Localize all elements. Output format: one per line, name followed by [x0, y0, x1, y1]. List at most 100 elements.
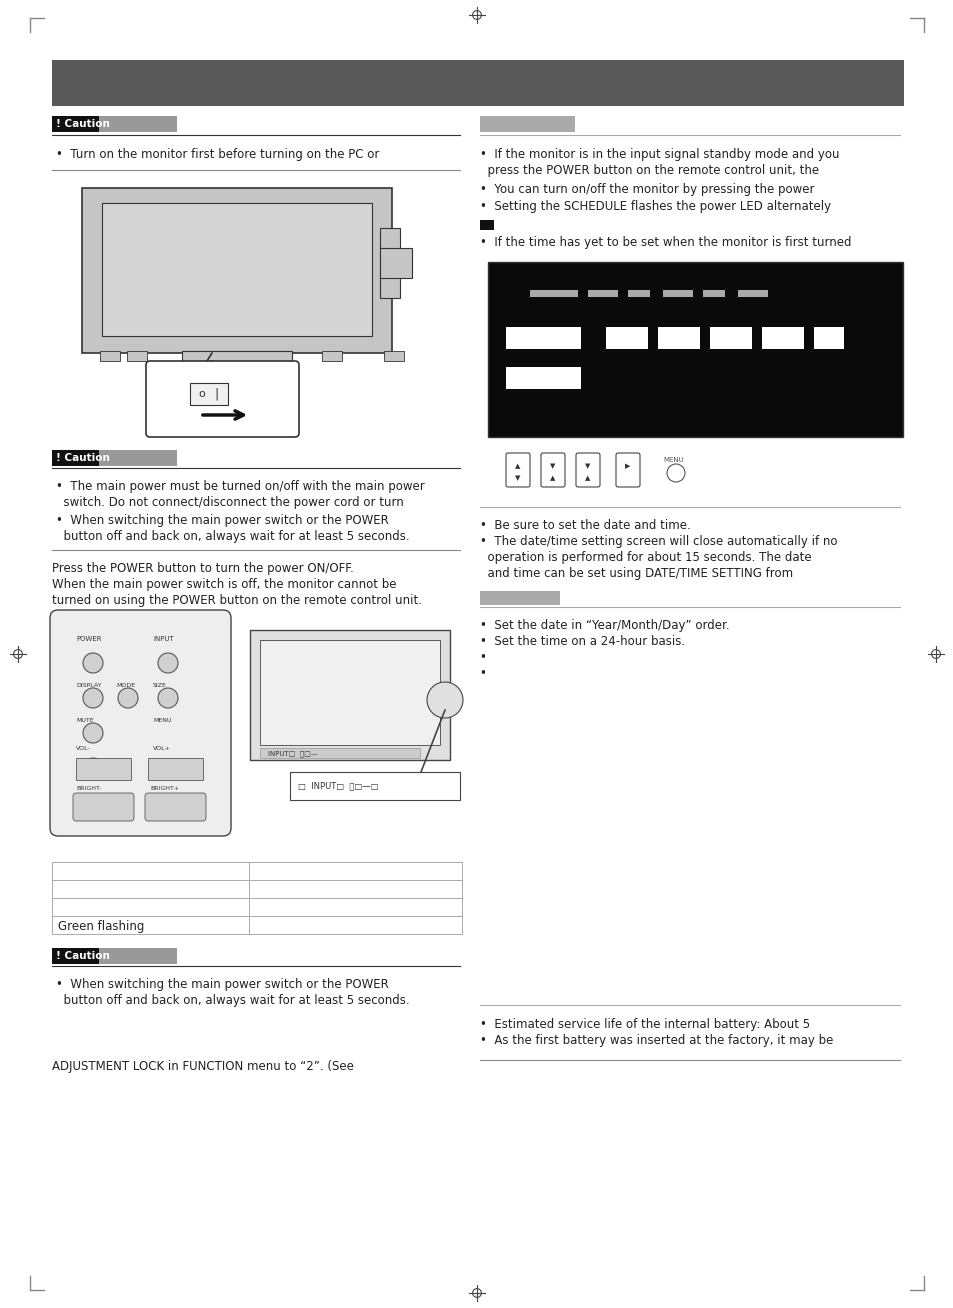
Text: •  Turn on the monitor first before turning on the PC or: • Turn on the monitor first before turni…	[56, 148, 379, 161]
Text: operation is performed for about 15 seconds. The date: operation is performed for about 15 seco…	[479, 551, 811, 564]
Circle shape	[158, 688, 178, 708]
FancyBboxPatch shape	[761, 327, 803, 349]
Text: Press the POWER button to turn the power ON/OFF.: Press the POWER button to turn the power…	[52, 562, 354, 576]
FancyBboxPatch shape	[52, 60, 903, 106]
Circle shape	[83, 759, 103, 778]
FancyBboxPatch shape	[479, 591, 559, 606]
Text: BRIGHT-: BRIGHT-	[76, 786, 101, 791]
Text: •  Set the time on a 24-hour basis.: • Set the time on a 24-hour basis.	[479, 634, 684, 647]
FancyBboxPatch shape	[82, 188, 392, 353]
Text: ▶: ▶	[624, 463, 630, 470]
Text: |: |	[213, 387, 218, 400]
FancyBboxPatch shape	[576, 453, 599, 487]
Text: POWER: POWER	[76, 636, 101, 642]
FancyBboxPatch shape	[702, 290, 724, 297]
FancyBboxPatch shape	[73, 793, 133, 821]
Text: •  The date/time setting screen will close automatically if no: • The date/time setting screen will clos…	[479, 535, 837, 548]
Text: ! Caution: ! Caution	[56, 453, 110, 463]
Text: ! Caution: ! Caution	[56, 119, 110, 129]
FancyBboxPatch shape	[322, 351, 341, 361]
Circle shape	[83, 653, 103, 674]
Text: •  Be sure to set the date and time.: • Be sure to set the date and time.	[479, 519, 690, 532]
Text: INPUT□  ⏻□—: INPUT□ ⏻□—	[268, 751, 317, 757]
FancyBboxPatch shape	[616, 453, 639, 487]
FancyBboxPatch shape	[479, 220, 494, 230]
Text: •  Estimated service life of the internal battery: About 5: • Estimated service life of the internal…	[479, 1018, 809, 1031]
FancyBboxPatch shape	[50, 610, 231, 836]
FancyBboxPatch shape	[102, 203, 372, 336]
Text: MODE: MODE	[116, 683, 135, 688]
Text: When the main power switch is off, the monitor cannot be: When the main power switch is off, the m…	[52, 578, 396, 591]
Text: ▼: ▼	[585, 463, 590, 470]
FancyBboxPatch shape	[145, 793, 206, 821]
Circle shape	[118, 688, 138, 708]
FancyBboxPatch shape	[99, 948, 177, 964]
Text: ▲: ▲	[585, 475, 590, 481]
FancyBboxPatch shape	[260, 748, 419, 759]
Text: MUTE: MUTE	[76, 718, 93, 723]
Text: VOL+: VOL+	[152, 746, 171, 751]
FancyBboxPatch shape	[662, 290, 692, 297]
FancyBboxPatch shape	[540, 453, 564, 487]
FancyBboxPatch shape	[505, 453, 530, 487]
FancyBboxPatch shape	[379, 228, 399, 298]
Text: switch. Do not connect/disconnect the power cord or turn: switch. Do not connect/disconnect the po…	[56, 496, 403, 509]
FancyBboxPatch shape	[379, 249, 412, 279]
FancyBboxPatch shape	[99, 116, 177, 132]
Text: ! Caution: ! Caution	[56, 951, 110, 961]
Text: •  The main power must be turned on/off with the main power: • The main power must be turned on/off w…	[56, 480, 424, 493]
Text: and time can be set using DATE/TIME SETTING from: and time can be set using DATE/TIME SETT…	[479, 566, 792, 579]
Text: •  Setting the SCHEDULE flashes the power LED alternately: • Setting the SCHEDULE flashes the power…	[479, 200, 830, 213]
FancyBboxPatch shape	[738, 290, 767, 297]
FancyBboxPatch shape	[813, 327, 843, 349]
FancyBboxPatch shape	[52, 862, 461, 934]
FancyBboxPatch shape	[52, 116, 99, 132]
Text: DISPLAY: DISPLAY	[76, 683, 101, 688]
Text: button off and back on, always wait for at least 5 seconds.: button off and back on, always wait for …	[56, 530, 409, 543]
FancyBboxPatch shape	[260, 640, 439, 746]
FancyBboxPatch shape	[605, 327, 647, 349]
FancyBboxPatch shape	[709, 327, 751, 349]
FancyBboxPatch shape	[488, 262, 902, 437]
Text: ▼: ▼	[550, 463, 555, 470]
Text: button off and back on, always wait for at least 5 seconds.: button off and back on, always wait for …	[56, 994, 409, 1007]
Text: •  If the monitor is in the input signal standby mode and you: • If the monitor is in the input signal …	[479, 148, 839, 161]
FancyBboxPatch shape	[479, 116, 575, 132]
FancyBboxPatch shape	[505, 368, 580, 388]
FancyBboxPatch shape	[290, 772, 459, 800]
Circle shape	[158, 653, 178, 674]
Text: ▲: ▲	[515, 463, 520, 470]
FancyBboxPatch shape	[530, 290, 578, 297]
FancyBboxPatch shape	[587, 290, 618, 297]
FancyBboxPatch shape	[148, 759, 203, 780]
FancyBboxPatch shape	[52, 450, 99, 466]
Text: •  As the first battery was inserted at the factory, it may be: • As the first battery was inserted at t…	[479, 1035, 833, 1046]
Text: ADJUSTMENT LOCK in FUNCTION menu to “2”. (See: ADJUSTMENT LOCK in FUNCTION menu to “2”.…	[52, 1059, 354, 1073]
Text: MENU: MENU	[662, 456, 683, 463]
FancyBboxPatch shape	[658, 327, 700, 349]
Text: •  When switching the main power switch or the POWER: • When switching the main power switch o…	[56, 978, 388, 991]
Text: □  INPUT□  ⏻□—□: □ INPUT□ ⏻□—□	[297, 781, 378, 790]
Text: press the POWER button on the remote control unit, the: press the POWER button on the remote con…	[479, 164, 819, 177]
Text: VOL-: VOL-	[76, 746, 91, 751]
FancyBboxPatch shape	[99, 450, 177, 466]
Text: turned on using the POWER button on the remote control unit.: turned on using the POWER button on the …	[52, 594, 421, 607]
Text: ▼: ▼	[515, 475, 520, 481]
FancyBboxPatch shape	[52, 948, 99, 964]
Text: •: •	[479, 667, 494, 680]
Text: BRIGHT+: BRIGHT+	[150, 786, 179, 791]
Text: o: o	[198, 388, 205, 399]
Text: Green flashing: Green flashing	[58, 920, 144, 933]
FancyBboxPatch shape	[146, 361, 298, 437]
FancyBboxPatch shape	[384, 351, 403, 361]
Text: •  You can turn on/off the monitor by pressing the power: • You can turn on/off the monitor by pre…	[479, 183, 814, 196]
FancyBboxPatch shape	[127, 351, 147, 361]
FancyBboxPatch shape	[76, 759, 131, 780]
Text: •  When switching the main power switch or the POWER: • When switching the main power switch o…	[56, 514, 388, 527]
Circle shape	[427, 681, 462, 718]
Text: ▲: ▲	[550, 475, 555, 481]
Circle shape	[83, 723, 103, 743]
Text: INPUT: INPUT	[152, 636, 173, 642]
Text: MENU: MENU	[152, 718, 172, 723]
Circle shape	[83, 688, 103, 708]
